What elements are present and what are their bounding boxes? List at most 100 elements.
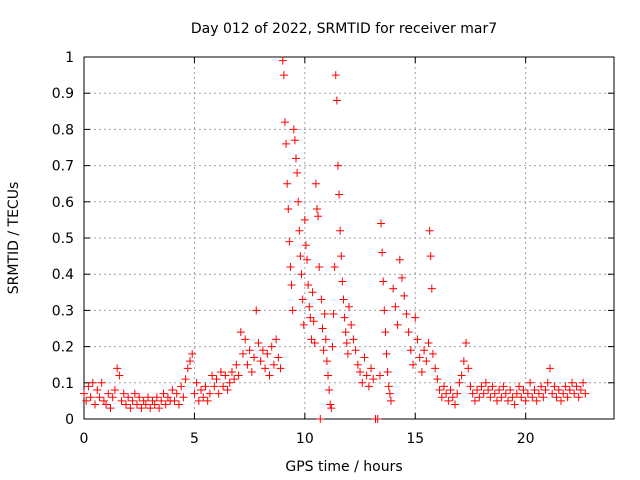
data-point [305,302,314,311]
data-point [504,396,512,405]
data-point [515,382,524,391]
data-point [318,324,327,333]
data-point [93,386,102,395]
data-point [269,360,278,369]
data-point [84,382,93,391]
data-point [479,389,488,398]
y-tick-label: 0 [65,412,74,428]
data-point [568,378,577,387]
data-point [532,396,541,405]
data-point [512,389,521,398]
x-tick-label: 5 [190,431,199,447]
data-point [137,404,146,413]
data-point [115,371,124,380]
data-point [435,386,444,395]
data-point [342,338,351,347]
data-point [197,386,206,395]
data-point [466,382,475,391]
data-point [110,386,119,395]
data-point [91,400,100,409]
data-point [490,389,499,398]
data-point [216,367,225,376]
data-point [284,205,293,214]
data-point [523,389,532,398]
data-point [338,277,347,286]
data-point [526,378,535,387]
data-point [488,382,497,391]
data-point [510,400,519,409]
data-point [534,389,543,398]
data-point [446,386,455,395]
data-point [124,393,133,402]
data-point [297,270,306,279]
data-point [360,353,369,362]
data-point [468,389,477,398]
data-point [351,346,360,355]
y-tick-label: 0.5 [52,231,74,247]
data-point [316,415,325,423]
data-point [329,310,338,319]
data-point [319,346,328,355]
data-point [424,338,433,347]
data-point [557,396,565,405]
data-point [163,393,172,402]
data-point [428,349,437,358]
data-point [391,302,400,311]
data-point [462,338,471,347]
data-point [331,71,340,80]
data-point [289,125,298,134]
data-point [288,306,297,315]
data-point [219,382,228,391]
data-point [382,349,391,358]
data-point [353,360,362,369]
data-point [565,386,574,395]
data-point [343,349,352,358]
data-point [453,389,462,398]
data-point [327,404,336,413]
data-point [541,386,550,395]
data-point [252,306,261,315]
data-point [379,277,388,286]
data-point [280,118,289,127]
data-point [356,367,365,376]
data-point [422,357,431,366]
data-point [339,295,348,304]
data-point [335,190,344,199]
y-tick-label: 0.1 [52,376,74,392]
data-point [192,378,201,387]
data-point [247,367,256,376]
data-point [459,357,468,366]
data-point [250,353,259,362]
data-point [572,382,581,391]
data-point [326,400,335,409]
data-point [426,252,435,261]
data-point [341,328,350,337]
data-point [389,284,398,293]
data-point [303,255,312,264]
data-point [272,335,281,344]
data-point [155,404,164,413]
data-point [232,360,241,369]
data-point [285,237,294,246]
data-point [95,393,104,402]
data-point [442,389,451,398]
data-point [508,393,517,402]
data-point [380,306,389,315]
data-point [245,346,254,355]
data-point [150,400,159,409]
data-point [358,378,367,387]
data-point [108,393,117,402]
data-point [295,226,304,235]
data-point [406,346,415,355]
y-tick-label: 1 [65,50,74,66]
data-point [174,400,183,409]
data-point [475,393,484,402]
data-point [230,375,239,384]
data-point [563,393,572,402]
data-point [425,226,434,235]
data-point [104,389,113,398]
data-point [212,375,221,384]
data-point [415,353,424,362]
data-point [188,349,197,358]
